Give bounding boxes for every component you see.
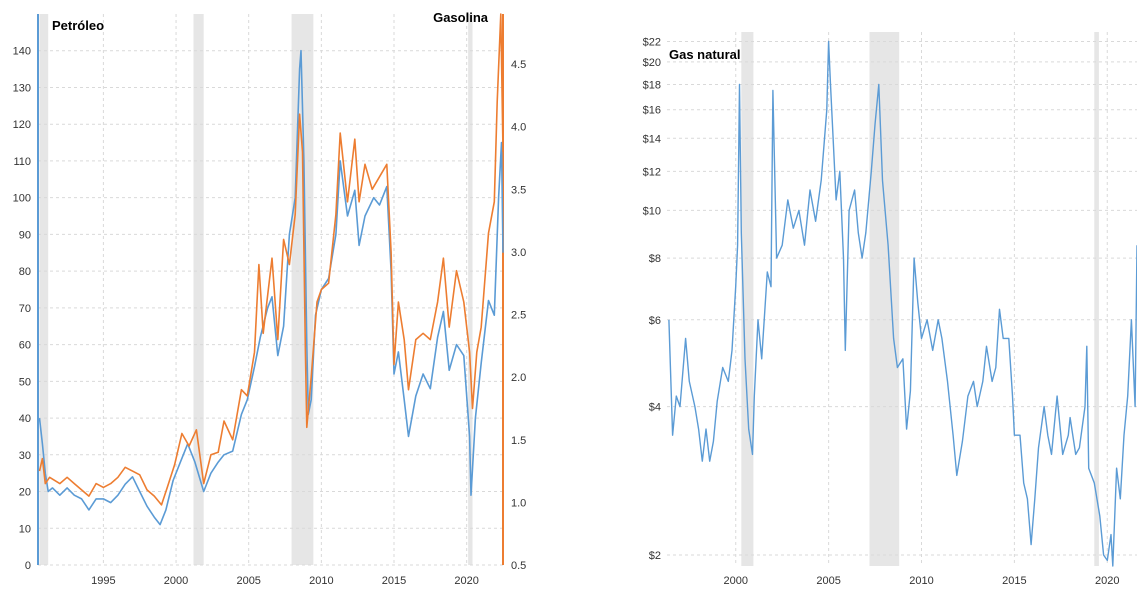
x-tick-label: 2005 (236, 575, 260, 587)
oil-gasoline-chart: 0 10 20 30 40 50 60 70 80 90 100 110 120 130 140 0.5 1.0… (13, 10, 527, 587)
y-left-tick-label: 90 (19, 229, 31, 241)
series-lines (38, 13, 504, 526)
y-right-tick-label: 1.5 (511, 435, 526, 447)
y-right-tick-label: 4.0 (511, 122, 526, 134)
x-tick-label: 2020 (1095, 575, 1119, 587)
chart-title: Gas natural (669, 47, 741, 62)
recession-band-1 (869, 32, 900, 566)
x-tick-label: 2015 (1002, 575, 1026, 587)
y-right-tick-label: 1.0 (511, 497, 526, 509)
y-left-tick-label: 70 (19, 303, 31, 315)
y-left-tick-label: 110 (13, 156, 31, 168)
x-tick-label: 2015 (382, 575, 406, 587)
gridlines (667, 32, 1137, 566)
x-tick-label: 2020 (454, 575, 478, 587)
y-tick-label: $10 (643, 205, 661, 217)
y-right-tick-label: 0.5 (511, 560, 526, 572)
x-tick-label: 2010 (309, 575, 333, 587)
axes (37, 14, 504, 565)
y-left-tick-label: 0 (25, 560, 31, 572)
tick-labels: 0 10 20 30 40 50 60 70 80 90 100 110 120 130 140 0.5 1.0… (13, 46, 527, 587)
y-left-tick-label: 120 (13, 119, 31, 131)
y-left-tick-label: 10 (19, 523, 31, 535)
chart-title-left: Petróleo (52, 18, 104, 33)
y-left-tick-label: 30 (19, 450, 31, 462)
y-left-tick-label: 40 (19, 413, 31, 425)
x-tick-label: 2000 (723, 575, 747, 587)
y-left-tick-label: 100 (13, 193, 31, 205)
y-tick-label: $8 (649, 253, 661, 265)
chart-title-right: Gasolina (433, 10, 489, 25)
y-tick-label: $6 (649, 315, 661, 327)
series-lines (668, 40, 1137, 567)
y-right-tick-label: 3.5 (511, 184, 526, 196)
natural-gas-price-line (668, 40, 1137, 567)
recession-band-0 (741, 32, 754, 566)
y-tick-label: $16 (643, 105, 661, 117)
y-tick-label: $2 (649, 550, 661, 562)
x-tick-label: 1995 (91, 575, 115, 587)
y-right-tick-label: 3.0 (511, 247, 526, 259)
recession-band-2 (1094, 32, 1099, 566)
y-left-tick-label: 60 (19, 340, 31, 352)
x-tick-label: 2005 (816, 575, 840, 587)
y-left-tick-label: 80 (19, 266, 31, 278)
recession-band-1 (193, 14, 204, 565)
oil-price-line (38, 49, 504, 526)
y-tick-label: $14 (643, 133, 661, 145)
natural-gas-chart: $2 $4 $6 $8 $10 $12 $14 $16 $18 $20 $22 2000 2005 201… (643, 32, 1137, 587)
x-tick-label: 2000 (164, 575, 188, 587)
gridlines (38, 14, 503, 566)
gasoline-price-line (38, 13, 504, 506)
y-right-tick-label: 2.0 (511, 372, 526, 384)
y-tick-label: $4 (649, 402, 661, 414)
y-tick-label: $12 (643, 166, 661, 178)
y-left-tick-label: 20 (19, 487, 31, 499)
recession-band-3 (468, 14, 473, 565)
y-tick-label: $18 (643, 79, 661, 91)
y-tick-label: $22 (643, 37, 661, 49)
y-right-tick-label: 4.5 (511, 59, 526, 71)
recession-bands (741, 32, 1099, 566)
recession-bands (39, 14, 473, 565)
y-left-tick-label: 130 (13, 82, 31, 94)
y-tick-label: $20 (643, 57, 661, 69)
tick-labels: $2 $4 $6 $8 $10 $12 $14 $16 $18 $20 $22 2000 2005 201… (643, 37, 1120, 587)
y-right-tick-label: 2.5 (511, 310, 526, 322)
x-tick-label: 2010 (909, 575, 933, 587)
y-left-tick-label: 50 (19, 376, 31, 388)
y-left-tick-label: 140 (13, 46, 31, 58)
recession-band-0 (39, 14, 49, 565)
